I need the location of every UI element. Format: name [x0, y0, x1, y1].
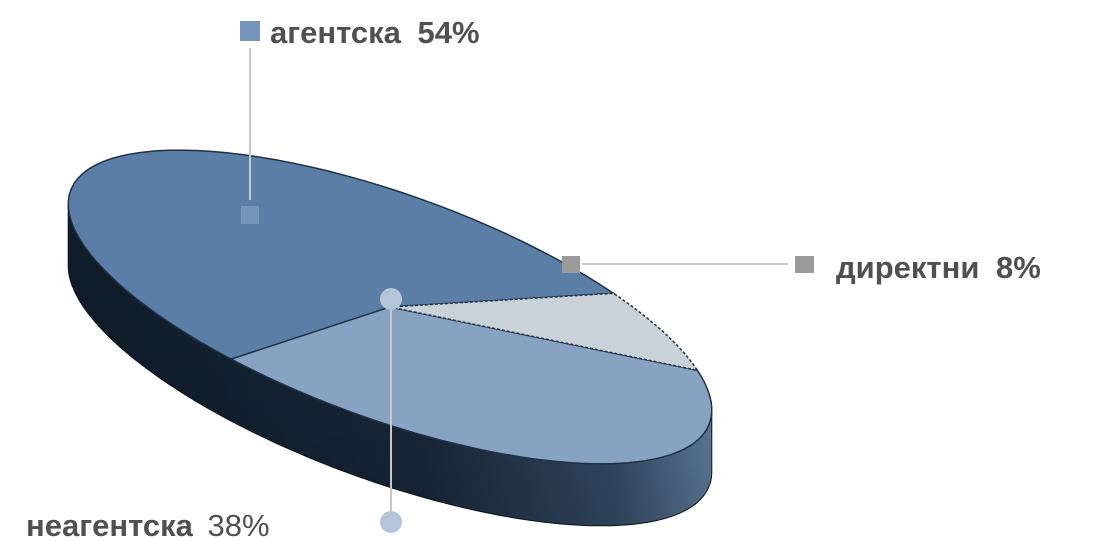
slice-label-nonagent-name: неагентска [26, 508, 194, 540]
pie-slice-agent [67, 149, 616, 360]
pie-slice-direct [389, 292, 699, 372]
marker-direct-on-slice [562, 256, 580, 273]
slice-label-direct-value: 8% [996, 250, 1041, 285]
pie-slice-nonagent [229, 306, 713, 465]
marker-agent-on-slice [241, 206, 259, 224]
slice-label-nonagent: неагентска 38% [26, 508, 270, 540]
slice-label-agent: агентска 54% [270, 15, 480, 50]
slice-label-agent-name: агентска [270, 15, 402, 50]
slice-label-agent-value: 54% [418, 15, 480, 50]
marker-nonagent-label [380, 511, 402, 533]
marker-nonagent-on-slice [380, 288, 402, 310]
slice-label-direct-name: директни [836, 250, 979, 285]
marker-agent-label [240, 21, 260, 41]
slice-label-nonagent-value: 38% [207, 508, 269, 540]
marker-direct-label [795, 256, 814, 273]
slice-label-direct: директни 8% [836, 250, 1041, 285]
